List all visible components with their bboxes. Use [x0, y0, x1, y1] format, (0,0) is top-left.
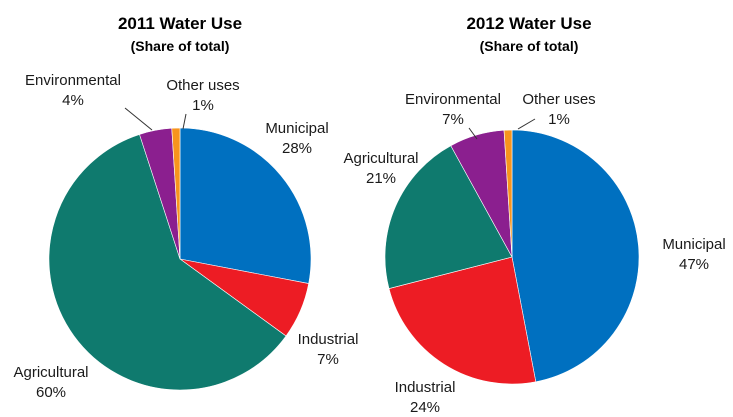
- chart-2-value-industrial: 24%: [410, 399, 440, 416]
- chart-2-label-industrial: Industrial: [395, 379, 456, 396]
- chart-2-slice-agricultural: [384, 145, 513, 289]
- chart-1-labels: Municipal 28% Industrial 7% Agricultural…: [13, 72, 358, 401]
- chart-2-value-agricultural: 21%: [366, 170, 396, 187]
- chart-1-label-environmental: Environmental: [25, 72, 121, 89]
- chart-2-label-municipal: Municipal: [662, 236, 725, 253]
- chart-2-label-agricultural: Agricultural: [343, 150, 418, 167]
- chart-2-value-other: 1%: [548, 111, 570, 128]
- chart-2-labels: Municipal 47% Industrial 24% Agricultura…: [343, 91, 725, 416]
- chart-1-value-environmental: 4%: [62, 92, 84, 109]
- chart-1-slice-agricultural: [48, 134, 287, 391]
- chart-1-leader-environmental: [124, 107, 153, 131]
- chart-1-slice-other-uses: [171, 127, 181, 260]
- chart-2-slice-municipal: [511, 129, 640, 383]
- chart-2-label-other: Other uses: [522, 91, 595, 108]
- chart-2-leader-environmental: [468, 127, 478, 140]
- chart-2-value-environmental: 7%: [442, 111, 464, 128]
- chart-1-label-other: Other uses: [166, 77, 239, 94]
- chart-1-slice-municipal: [179, 127, 312, 284]
- chart-1-label-municipal: Municipal: [265, 120, 328, 137]
- chart-1-subtitle: (Share of total): [131, 38, 230, 54]
- chart-2-title: 2012 Water Use: [466, 14, 591, 33]
- chart-1-value-municipal: 28%: [282, 140, 312, 157]
- chart-1-label-industrial: Industrial: [298, 331, 359, 348]
- chart-1-value-agricultural: 60%: [36, 384, 66, 401]
- chart-1-value-industrial: 7%: [317, 351, 339, 368]
- chart-2-slice-other-uses: [503, 129, 513, 258]
- chart-1-value-other: 1%: [192, 97, 214, 114]
- chart-2-pie: [384, 129, 640, 385]
- chart-1-label-agricultural: Agricultural: [13, 364, 88, 381]
- chart-2-value-municipal: 47%: [679, 256, 709, 273]
- chart-2-subtitle: (Share of total): [480, 38, 579, 54]
- chart-1-title: 2011 Water Use: [118, 14, 242, 33]
- chart-1-pie: [48, 127, 312, 391]
- chart-1-leader-other: [182, 113, 187, 130]
- chart-2-leader-other: [517, 118, 536, 130]
- chart-2-label-environmental: Environmental: [405, 91, 501, 108]
- chart-2-slice-industrial: [388, 256, 537, 385]
